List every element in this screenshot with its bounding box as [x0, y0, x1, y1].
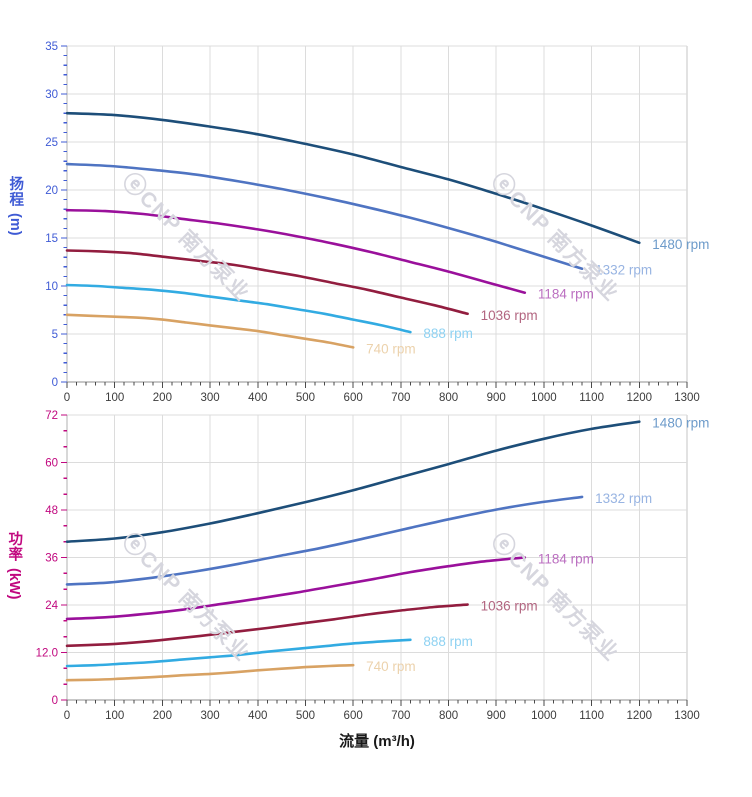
head-flow-chart: 0 100 200 300 400 500 600 700 800 900 1000 1100 1200…: [45, 41, 709, 404]
power-x-tick-label: 900: [487, 710, 506, 722]
head-y-tick-label: 15: [45, 233, 58, 245]
power-axis-title-unit: (kW): [6, 568, 23, 600]
power-y-tick-label: 12.0: [36, 648, 58, 660]
power-y-tick-label: 24: [45, 600, 58, 612]
power-rpm-label-1184rpm: 1184 rpm: [538, 552, 594, 567]
head-x-tick-label: 900: [487, 392, 506, 404]
head-x-tick-label: 0: [64, 392, 70, 404]
head-y-tick-label: 35: [45, 41, 58, 53]
power-rpm-label-1332rpm: 1332 rpm: [595, 491, 652, 506]
head-x-tick-label: 500: [296, 392, 315, 404]
head-curve-1332rpm: [65, 162, 584, 270]
power-x-tick-label: 1300: [674, 710, 700, 722]
power-x-tick-label: 300: [200, 710, 219, 722]
head-x-tick-label: 400: [248, 392, 267, 404]
head-axis-title-cn: 扬程: [7, 176, 24, 207]
head-y-tick-label: 5: [52, 329, 58, 341]
head-rpm-label-1480rpm: 1480 rpm: [652, 237, 709, 252]
power-curve-1332rpm: [65, 495, 584, 586]
head-curve-1036rpm: [65, 249, 469, 316]
power-y-tick-label: 36: [45, 553, 58, 565]
head-curve-1480rpm: [65, 111, 641, 245]
head-x-ticks: [66, 382, 688, 388]
power-curve-1036rpm: [65, 603, 469, 648]
head-y-tick-label: 30: [45, 89, 58, 101]
head-curve-740rpm: [65, 313, 355, 349]
power-curve-740rpm: [65, 663, 355, 682]
head-y-tick-label: 10: [45, 281, 58, 293]
head-x-tick-label: 1000: [531, 392, 557, 404]
power-rpm-label-1480rpm: 1480 rpm: [652, 416, 709, 431]
power-y-tick-label: 60: [45, 458, 58, 470]
head-y-tick-label: 0: [52, 377, 58, 389]
power-curve-1480rpm: [65, 420, 641, 543]
power-x-tick-label: 600: [344, 710, 363, 722]
head-x-tick-label: 200: [153, 392, 172, 404]
power-x-tick-label: 400: [248, 710, 267, 722]
power-x-tick-label: 1000: [531, 710, 557, 722]
power-x-tick-label: 800: [439, 710, 458, 722]
power-curve-888rpm: [65, 638, 412, 668]
power-x-tick-label: 1100: [579, 710, 604, 722]
power-flow-chart: 0 100 200 300 400 500 600 700 800 900 1000 1100 1200…: [36, 410, 710, 722]
power-x-tick-label: 500: [296, 710, 315, 722]
power-curve-1184rpm: [65, 556, 527, 621]
power-x-tick-label: 200: [153, 710, 172, 722]
power-rpm-label-888rpm: 888 rpm: [423, 634, 473, 649]
power-axis-title: 功率 (kW): [6, 531, 23, 600]
power-rpm-label-740rpm: 740 rpm: [366, 659, 416, 674]
power-rpm-label-1036rpm: 1036 rpm: [481, 599, 538, 614]
head-axis-title-unit: (m): [7, 213, 24, 236]
head-curve-888rpm: [65, 283, 412, 334]
head-x-tick-label: 300: [200, 392, 219, 404]
head-y-tick-label: 20: [45, 185, 58, 197]
flow-axis-title: 流量 (m³/h): [339, 733, 415, 750]
head-y-tick-label: 25: [45, 137, 58, 149]
head-x-tick-label: 600: [344, 392, 363, 404]
power-y-tick-label: 72: [45, 410, 58, 422]
head-y-ticks: [61, 45, 67, 383]
head-rpm-label-888rpm: 888 rpm: [423, 326, 473, 341]
head-rpm-label-1184rpm: 1184 rpm: [538, 287, 594, 302]
power-x-tick-label: 100: [105, 710, 124, 722]
head-x-tick-label: 1200: [627, 392, 653, 404]
power-x-tick-label: 0: [64, 710, 70, 722]
power-y-tick-label: 0: [52, 695, 58, 707]
head-x-tick-label: 700: [391, 392, 410, 404]
head-x-tick-label: 800: [439, 392, 458, 404]
head-curve-1184rpm: [65, 208, 527, 294]
power-y-ticks: [61, 414, 67, 701]
power-x-tick-label: 1200: [627, 710, 653, 722]
head-rpm-label-1332rpm: 1332 rpm: [595, 263, 652, 278]
power-x-ticks: [66, 700, 688, 706]
power-axis-title-cn: 功率: [6, 531, 23, 562]
head-x-tick-label: 100: [105, 392, 124, 404]
head-x-tick-label: 1100: [579, 392, 604, 404]
power-x-tick-label: 700: [391, 710, 410, 722]
power-grid: [67, 414, 688, 700]
head-x-tick-label: 1300: [674, 392, 700, 404]
head-rpm-label-1036rpm: 1036 rpm: [481, 308, 538, 323]
power-y-tick-label: 48: [45, 505, 58, 517]
head-rpm-label-740rpm: 740 rpm: [366, 341, 416, 356]
head-grid: [67, 45, 688, 382]
head-axis-title: 扬程 (m): [7, 176, 24, 236]
